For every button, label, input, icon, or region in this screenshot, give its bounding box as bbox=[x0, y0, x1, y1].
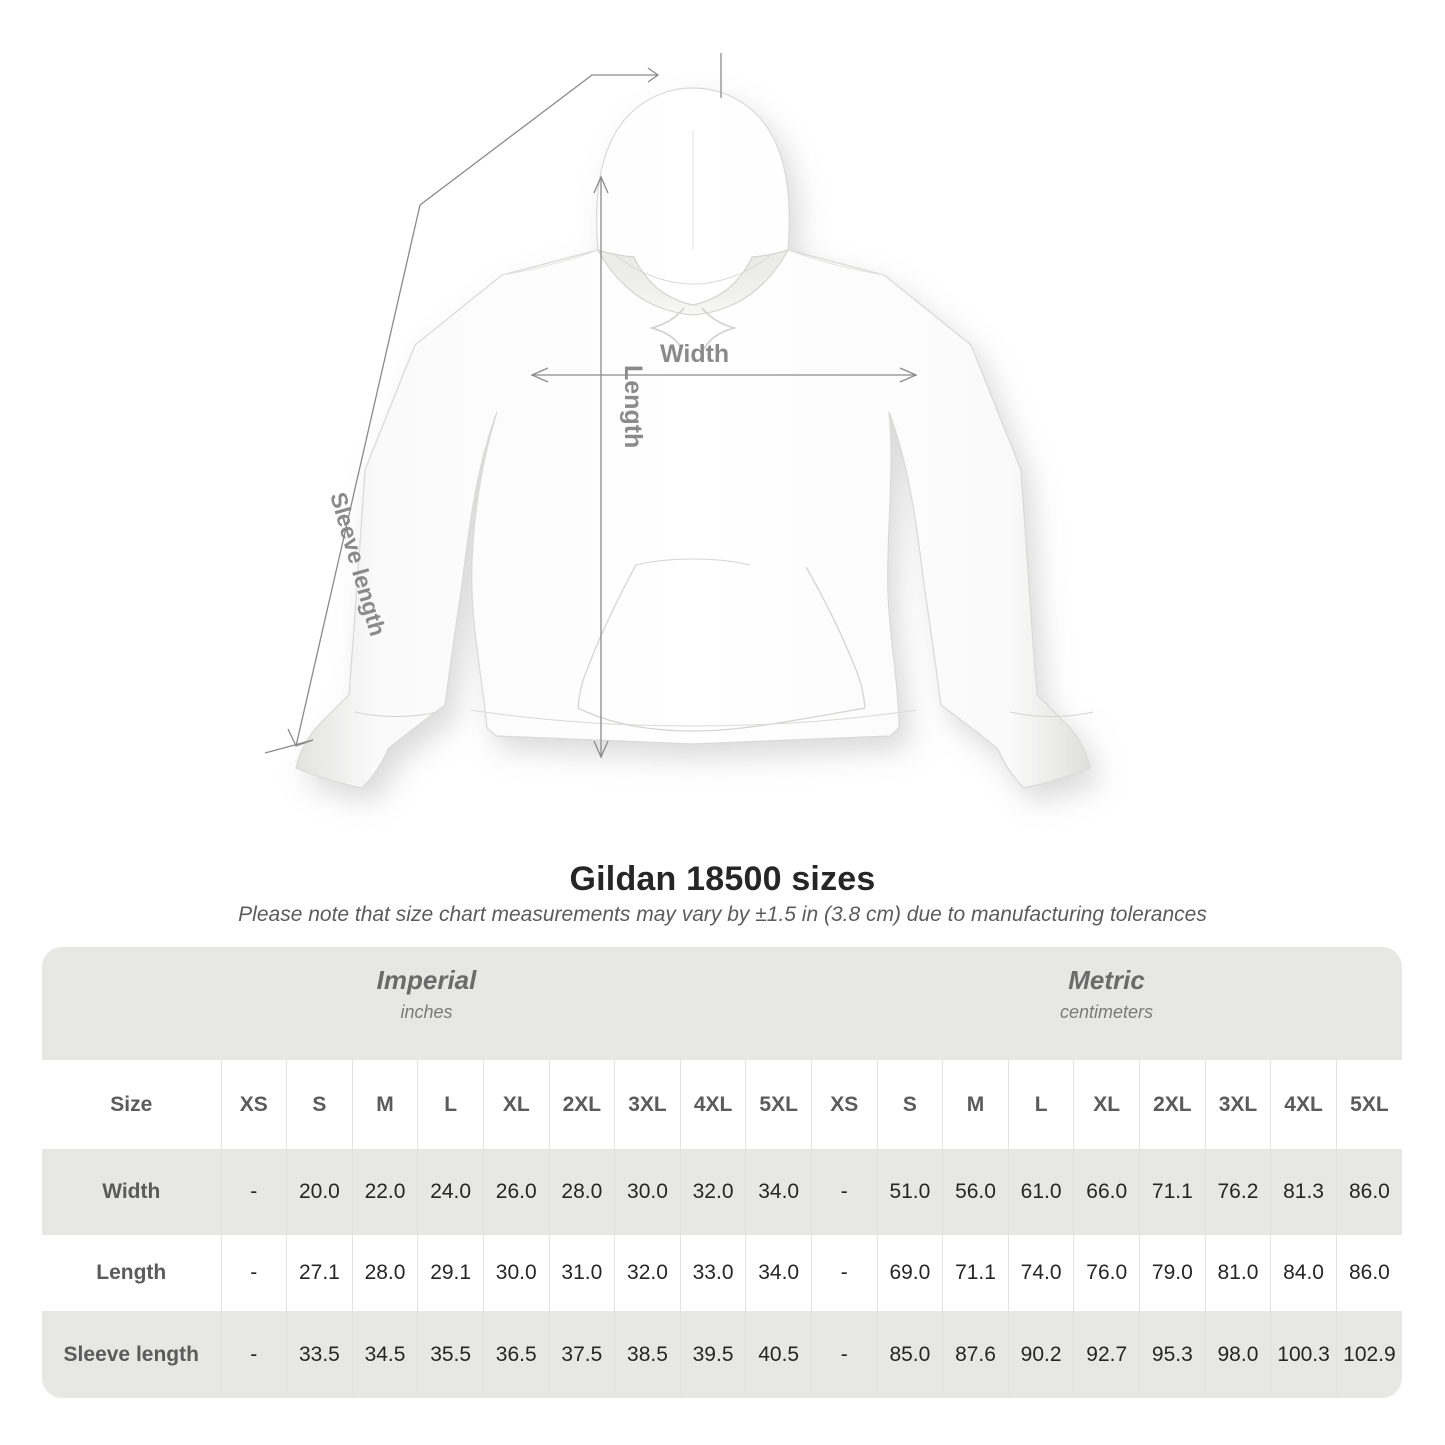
svg-text:Width: Width bbox=[660, 340, 729, 368]
svg-text:Length: Length bbox=[619, 365, 647, 448]
